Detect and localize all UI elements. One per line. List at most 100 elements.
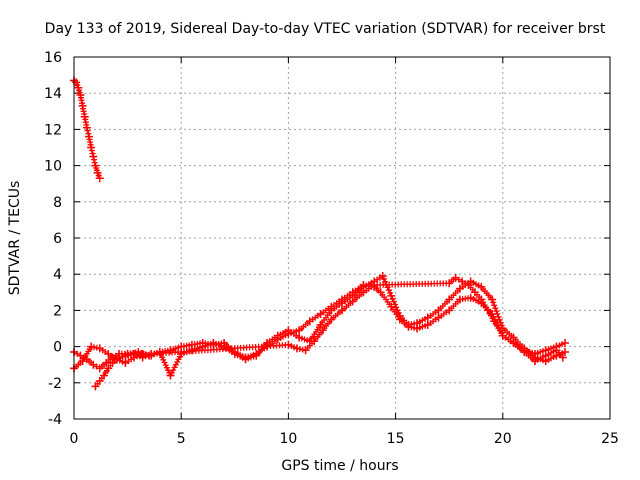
data-point: [273, 331, 282, 340]
y-tick-label: -4: [48, 412, 62, 428]
data-point: [445, 279, 454, 288]
data-point: [209, 338, 218, 347]
data-point: [376, 288, 385, 297]
data-point: [470, 288, 479, 297]
data-point: [108, 358, 117, 367]
data-point: [95, 376, 104, 385]
data-point: [477, 282, 486, 291]
data-point: [91, 382, 100, 391]
data-point: [130, 349, 139, 358]
data-point: [458, 277, 467, 286]
data-point: [466, 293, 475, 302]
data-point: [520, 348, 529, 357]
data-point: [310, 337, 319, 346]
x-tick-label: 25: [601, 431, 619, 447]
y-tick-label: 10: [44, 159, 62, 175]
data-point: [327, 306, 336, 315]
data-point: [82, 123, 91, 132]
data-point: [464, 281, 473, 290]
data-point: [89, 152, 98, 161]
data-point: [552, 346, 561, 355]
data-point: [316, 320, 325, 329]
data-point: [404, 320, 413, 329]
x-axis-label: GPS time / hours: [281, 458, 398, 474]
data-point: [338, 299, 346, 308]
data-point: [348, 297, 357, 306]
data-point: [423, 320, 432, 329]
data-point: [560, 348, 569, 357]
series-track-c: [91, 273, 567, 391]
data-point: [187, 346, 196, 355]
data-point: [434, 313, 443, 322]
data-point: [284, 340, 293, 349]
data-point: [292, 344, 301, 353]
data-point: [318, 326, 327, 335]
data-point: [85, 132, 94, 141]
data-point: [395, 311, 404, 320]
data-point: [138, 353, 147, 362]
x-tick-label: 20: [494, 431, 512, 447]
x-tick-label: 10: [279, 431, 297, 447]
plot-area: [70, 76, 569, 391]
series-trace: [71, 273, 566, 379]
data-point: [284, 326, 293, 335]
data-point: [95, 174, 104, 183]
data-point: [490, 317, 499, 326]
plot-frame: [73, 56, 611, 420]
data-point: [327, 315, 336, 324]
data-point: [370, 281, 379, 290]
data-point: [338, 306, 346, 315]
data-point: [509, 338, 518, 347]
data-point: [413, 319, 422, 328]
data-point: [115, 349, 124, 358]
x-tick-label: 5: [177, 431, 186, 447]
data-point: [455, 295, 464, 304]
data-point: [95, 344, 104, 353]
data-point: [295, 333, 304, 342]
axis-ticks: 0 5 10 15 20 25 -4 -2 0 2 4 6 8 10 12 14 16: [44, 50, 619, 447]
data-point: [74, 83, 83, 92]
y-axis-label: SDTVAR / TECUs: [7, 181, 23, 296]
data-point: [451, 273, 460, 282]
data-point: [541, 351, 550, 360]
data-point: [121, 358, 130, 367]
series-trace: [92, 274, 564, 390]
data-point: [434, 306, 443, 315]
y-tick-label: 16: [44, 50, 62, 66]
data-point: [87, 143, 96, 152]
data-point: [477, 295, 486, 304]
data-point: [80, 112, 89, 121]
y-tick-label: -2: [48, 376, 62, 392]
grid-lines: [74, 57, 610, 419]
y-tick-label: 8: [53, 195, 62, 211]
data-point: [78, 357, 87, 366]
y-tick-label: 14: [44, 86, 62, 102]
data-point: [558, 353, 567, 362]
data-point: [112, 355, 121, 364]
y-tick-label: 4: [53, 267, 62, 283]
x-tick-label: 0: [70, 431, 79, 447]
data-point: [89, 360, 98, 369]
data-point: [104, 364, 113, 373]
y-tick-label: 0: [53, 340, 62, 356]
data-point: [147, 349, 156, 358]
data-point: [241, 355, 250, 364]
data-point: [91, 161, 100, 170]
data-point: [387, 291, 396, 300]
data-point: [488, 295, 497, 304]
data-point: [166, 371, 175, 380]
data-point: [95, 364, 104, 373]
data-point: [93, 168, 102, 177]
x-tick-label: 15: [387, 431, 405, 447]
data-point: [301, 346, 310, 355]
data-point: [378, 272, 387, 281]
y-tick-label: 2: [53, 303, 62, 319]
data-point: [423, 313, 432, 322]
data-point: [530, 357, 539, 366]
data-point: [198, 342, 207, 351]
y-tick-label: 6: [53, 231, 62, 247]
data-point: [445, 306, 454, 315]
data-point: [104, 349, 113, 358]
data-point: [316, 310, 325, 319]
